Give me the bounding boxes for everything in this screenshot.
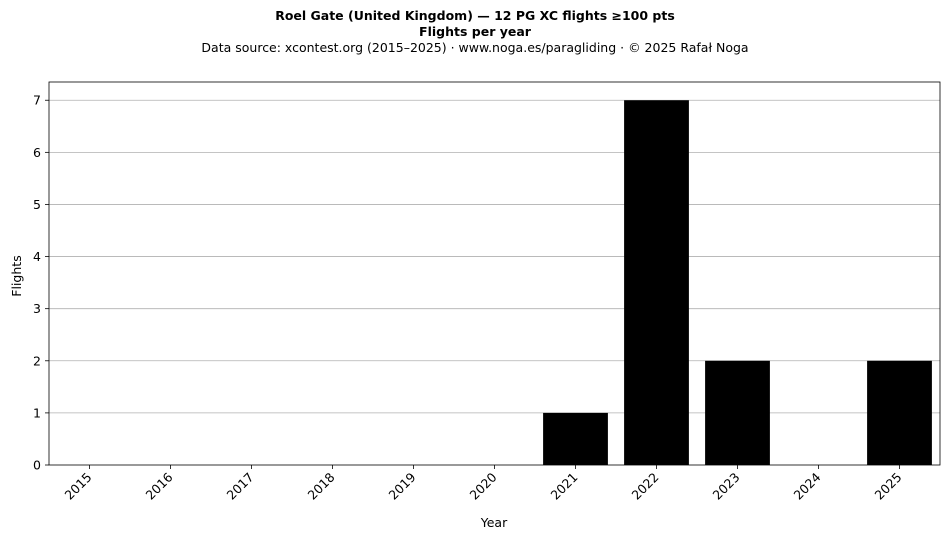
x-tick-label: 2016 xyxy=(143,469,176,502)
x-tick-label: 2023 xyxy=(710,470,743,503)
y-tick-label: 3 xyxy=(33,301,41,316)
bars xyxy=(543,100,932,465)
chart-titles: Roel Gate (United Kingdom) — 12 PG XC fl… xyxy=(0,8,950,56)
y-tick-label: 4 xyxy=(33,249,41,264)
y-tick-label: 6 xyxy=(33,145,41,160)
axes: 0 1 2 3 4 5 6 7 2015 2016 2017 2018 2019 2020 2021 2022… xyxy=(33,81,941,503)
grid-lines xyxy=(49,99,940,414)
x-tick-label: 2020 xyxy=(467,469,500,502)
chart-subtitle: Flights per year xyxy=(419,24,531,39)
bar-2025 xyxy=(867,360,932,465)
x-axis-label: Year xyxy=(480,515,508,530)
y-tick-label: 1 xyxy=(33,405,41,420)
y-tick-label: 7 xyxy=(33,93,41,108)
chart-source: Data source: xcontest.org (2015–2025) · … xyxy=(201,40,749,55)
x-tick-label: 2019 xyxy=(386,469,419,502)
x-tick-label: 2017 xyxy=(224,470,257,503)
y-tick-label: 5 xyxy=(33,197,41,212)
plot-frame xyxy=(48,81,941,466)
x-tick-label: 2022 xyxy=(629,470,662,503)
x-tick-label: 2025 xyxy=(872,470,905,503)
x-tick-label: 2018 xyxy=(305,469,338,502)
y-axis-label: Flights xyxy=(9,255,24,296)
bar-2021 xyxy=(543,412,608,465)
bar-2023 xyxy=(705,360,770,465)
chart-title: Roel Gate (United Kingdom) — 12 PG XC fl… xyxy=(275,8,675,23)
x-tick-label: 2024 xyxy=(791,469,824,502)
bar-2022 xyxy=(624,100,689,465)
y-tick-label: 2 xyxy=(33,353,41,368)
y-tick-label: 0 xyxy=(33,458,41,473)
x-tick-label: 2015 xyxy=(62,470,95,503)
x-tick-label: 2021 xyxy=(548,470,581,503)
